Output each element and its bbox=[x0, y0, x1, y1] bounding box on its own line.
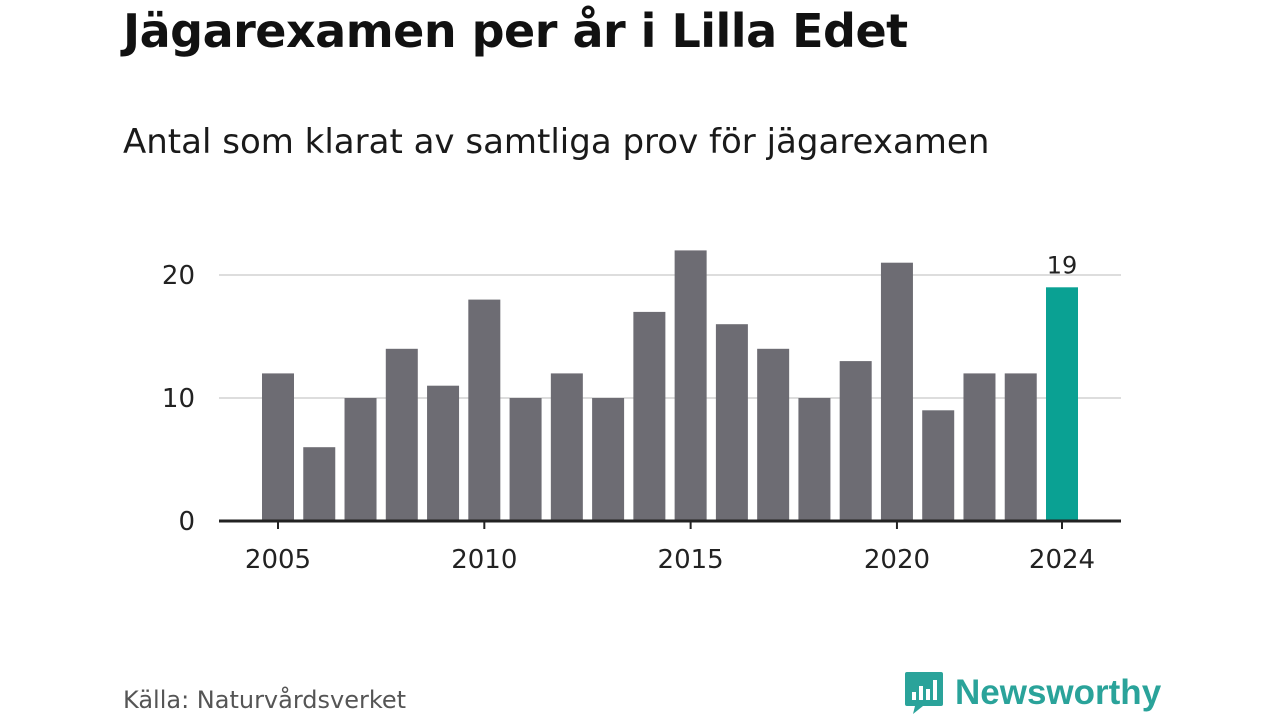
bar bbox=[1004, 373, 1037, 521]
bar bbox=[468, 299, 501, 521]
bar bbox=[674, 250, 707, 521]
bar bbox=[262, 373, 294, 521]
x-tick-label: 2020 bbox=[864, 545, 930, 575]
bar bbox=[880, 262, 913, 521]
bar bbox=[550, 373, 583, 521]
chart-title: Jägarexamen per år i Lilla Edet bbox=[123, 4, 908, 58]
bar bbox=[839, 361, 872, 521]
x-tick-label: 2005 bbox=[245, 545, 311, 575]
newsworthy-chart-logo-icon bbox=[905, 672, 943, 714]
bar bbox=[798, 398, 831, 521]
x-tick-label: 2010 bbox=[451, 545, 517, 575]
bar bbox=[757, 348, 790, 521]
bar bbox=[922, 410, 955, 521]
bar bbox=[385, 348, 418, 521]
y-tick-label: 20 bbox=[162, 261, 195, 291]
y-tick-label: 0 bbox=[178, 507, 195, 537]
bar bbox=[1046, 287, 1078, 521]
source-note: Källa: Naturvårdsverket bbox=[123, 686, 407, 714]
bar bbox=[344, 398, 377, 521]
x-tick-label: 2024 bbox=[1029, 545, 1095, 575]
y-tick-label: 10 bbox=[162, 384, 195, 414]
brand-logo: Newsworthy bbox=[903, 670, 1161, 716]
x-tick-label: 2015 bbox=[658, 545, 724, 575]
bar bbox=[592, 398, 625, 521]
bar bbox=[509, 398, 542, 521]
bar bbox=[963, 373, 996, 521]
chart-subtitle: Antal som klarat av samtliga prov för jä… bbox=[123, 122, 990, 162]
brand-name: Newsworthy bbox=[955, 673, 1162, 712]
bar bbox=[633, 311, 666, 521]
bar bbox=[715, 324, 748, 521]
bar bbox=[427, 385, 460, 521]
data-label: 19 bbox=[1047, 251, 1078, 279]
bar bbox=[303, 447, 336, 521]
